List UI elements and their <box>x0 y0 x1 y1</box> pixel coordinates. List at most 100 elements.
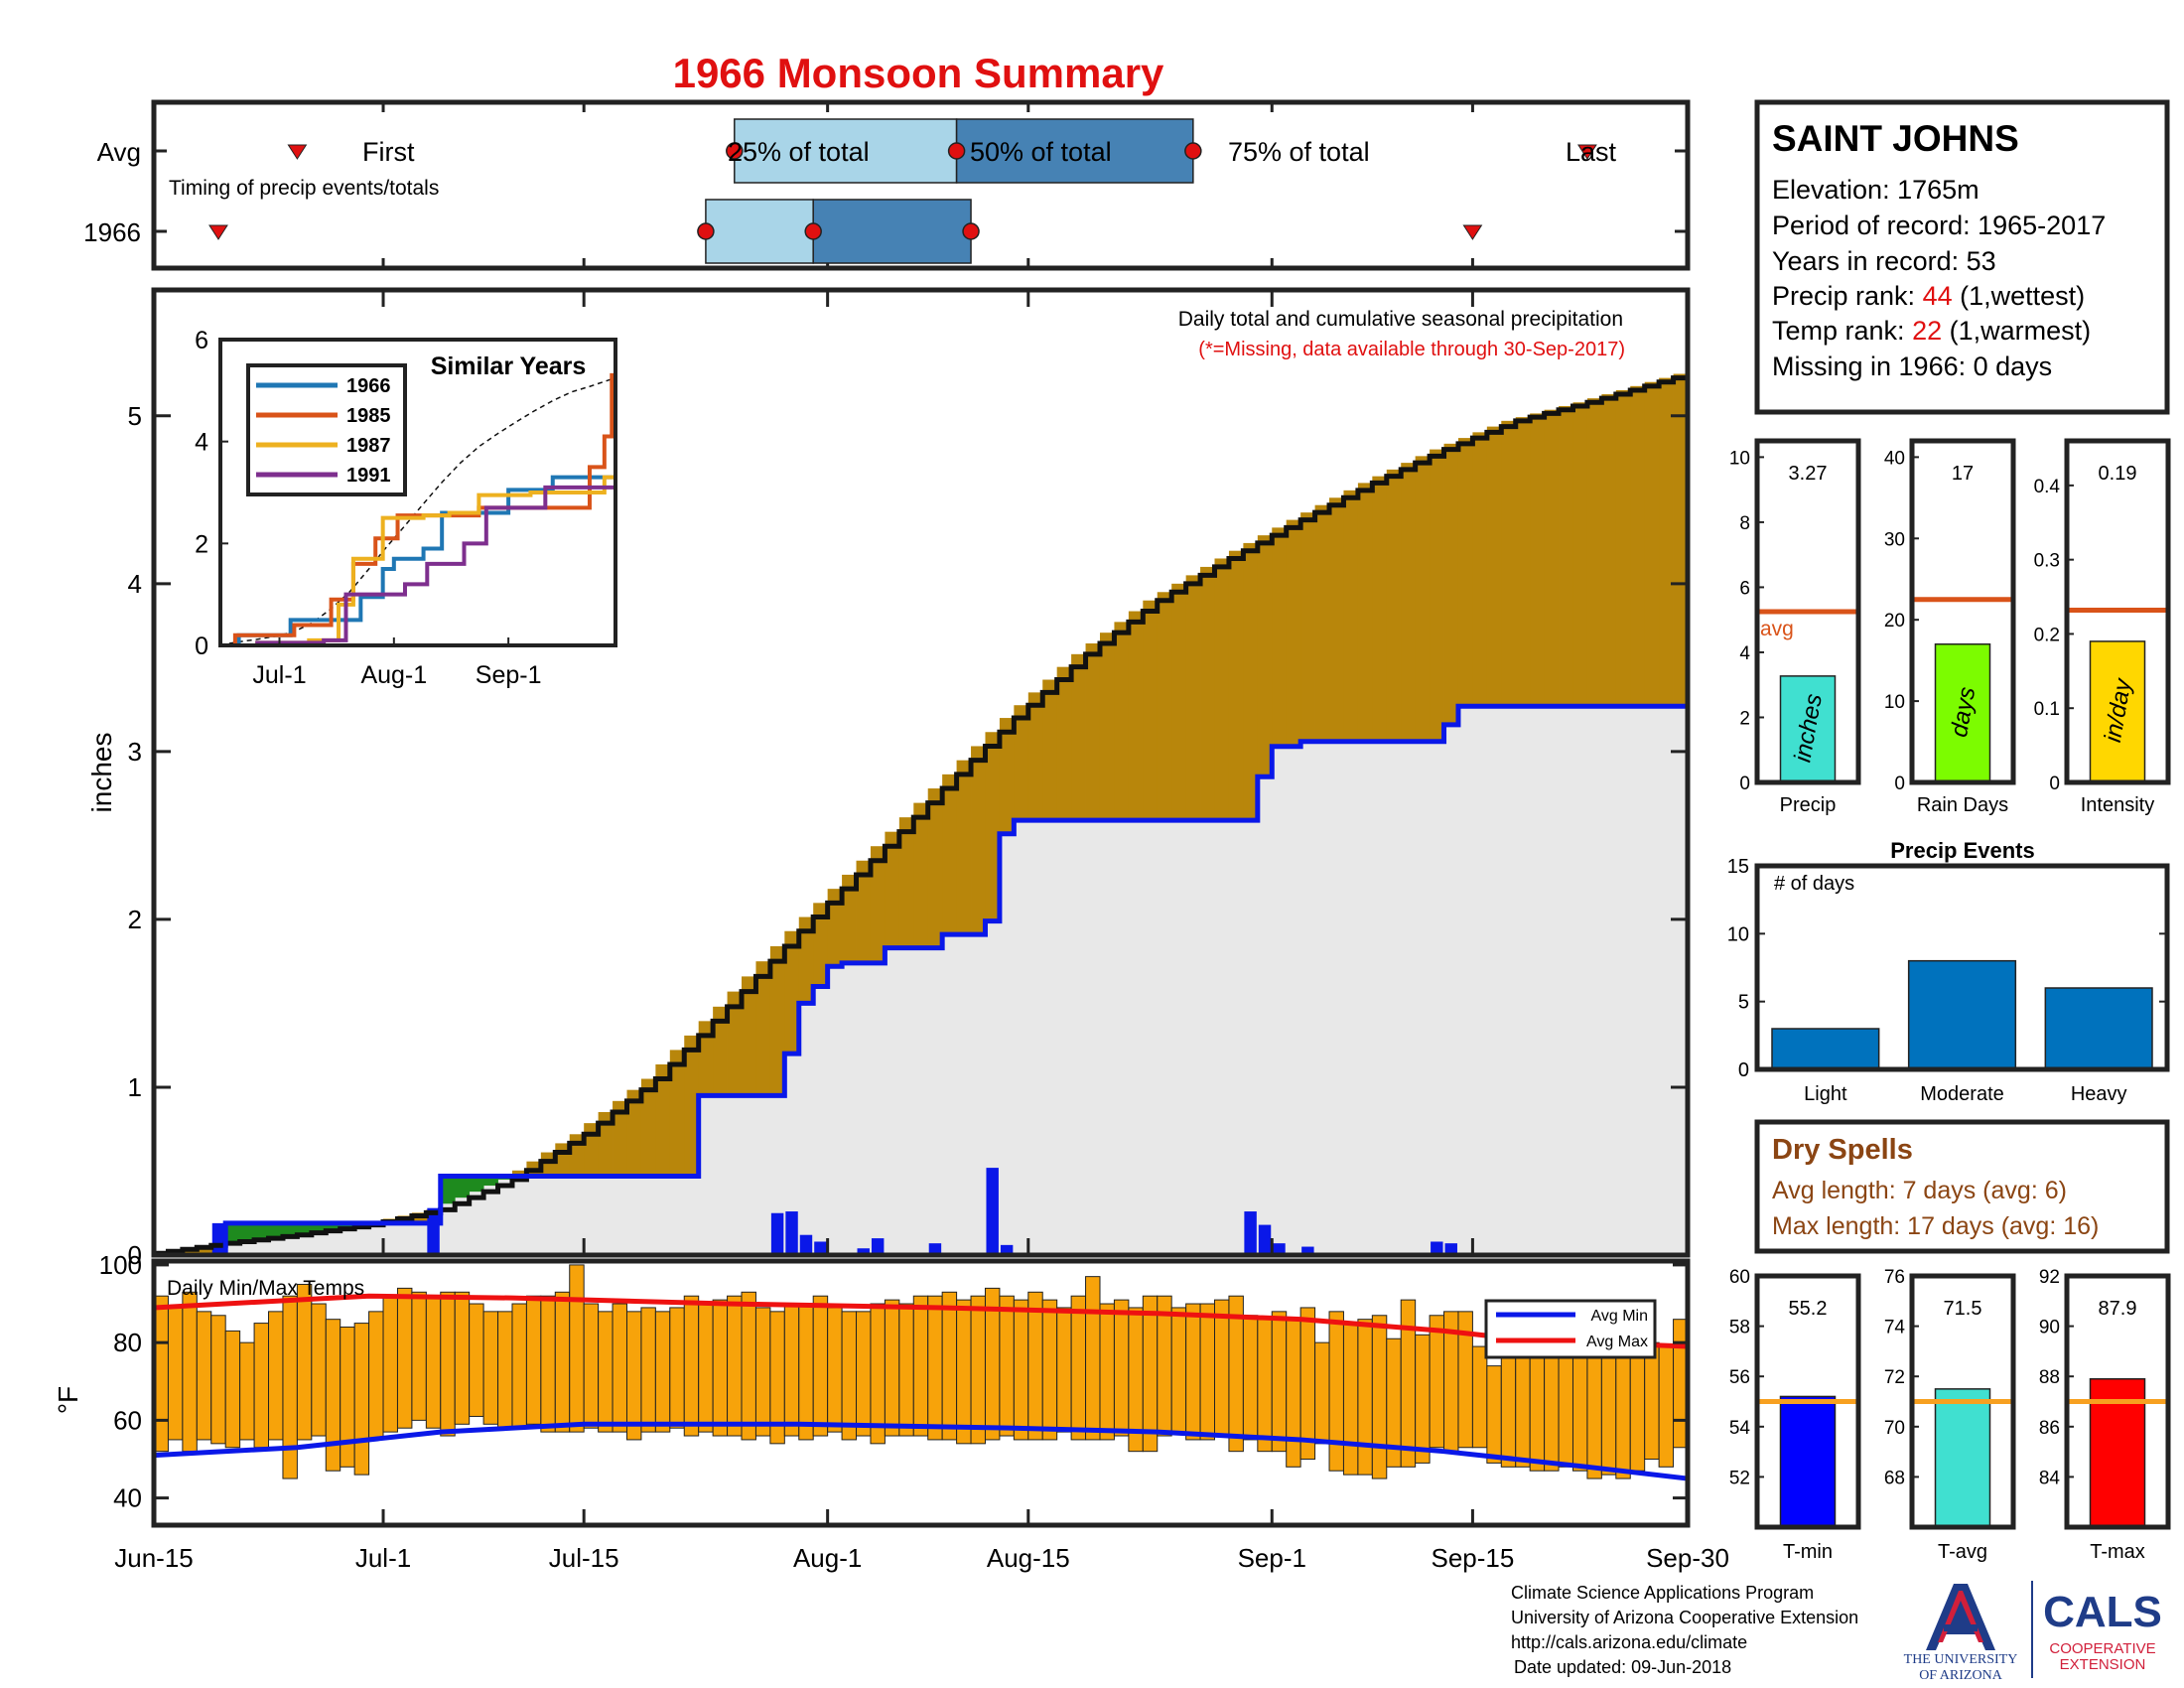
daily-temp-bar <box>1257 1319 1273 1453</box>
surplus-fill <box>268 1222 284 1237</box>
deficit-fill <box>1386 469 1402 742</box>
deficit-fill <box>1027 692 1043 821</box>
deficit-fill <box>856 860 872 963</box>
daily-temp-bar <box>1486 1365 1502 1464</box>
timing-point-avg <box>726 142 744 160</box>
daily-temp-bar <box>368 1311 384 1441</box>
temp-totals-ytick-label: 86 <box>2039 1418 2060 1439</box>
deficit-fill <box>827 889 843 967</box>
deficit-fill <box>1659 377 1674 707</box>
temp-y-axis: 40 60 80 100 <box>99 1250 1688 1513</box>
daily-temp-bar <box>411 1291 427 1421</box>
daily-temp-bar <box>1415 1334 1431 1464</box>
deficit-fill <box>942 774 957 935</box>
deficit-fill <box>769 945 785 1096</box>
temp-totals-bar-t-min <box>1779 1395 1837 1528</box>
temp-totals-category-label: T-min <box>1783 1541 1833 1563</box>
station-period: Period of record: 1965-2017 <box>1772 211 2106 240</box>
x-axis-date-label: Aug-15 <box>987 1543 1070 1573</box>
totals-avg-label: avg <box>1760 618 1794 640</box>
daily-temp-bar <box>1271 1311 1288 1453</box>
deficit-fill <box>1128 611 1144 821</box>
totals-ytick-label: 8 <box>1739 513 1750 534</box>
timing-marker-avg <box>1577 144 1597 160</box>
totals-value-label: 3.27 <box>1789 463 1828 485</box>
daily-temp-bar <box>1070 1295 1087 1441</box>
totals-ytick-label: 0 <box>1739 774 1750 794</box>
deficit-fill <box>1544 409 1560 707</box>
inset-title: Similar Years <box>431 352 587 380</box>
daily-temp-bar <box>396 1287 413 1429</box>
events-frame <box>1754 863 2170 1072</box>
temp-totals-category-label: T-max <box>2090 1541 2145 1563</box>
deficit-fill <box>870 846 886 963</box>
daily-temp-bar <box>1041 1299 1058 1441</box>
daily-temp-bar <box>1157 1295 1172 1437</box>
year-cumulative-line <box>154 703 1688 1258</box>
station-elevation: Elevation: 1765m <box>1772 175 1979 205</box>
precip-rank-label: Precip rank: <box>1772 281 1923 311</box>
daily-temp-bar <box>540 1295 556 1433</box>
deficit-fill <box>684 1035 700 1177</box>
timing-point-avg <box>1184 142 1202 160</box>
footer-line-4: Date updated: 09-Jun-2018 <box>1514 1657 1731 1677</box>
deficit-fill <box>755 961 771 1096</box>
events-title: Precip Events <box>1890 838 2035 863</box>
temp-totals-ytick-label: 84 <box>2039 1468 2061 1488</box>
events-category-label: Light <box>1804 1083 1847 1105</box>
figure-title: 1966 Monsoon Summary <box>673 50 1164 96</box>
daily-temp-bar <box>311 1303 327 1437</box>
inset-series-1991 <box>220 485 615 647</box>
deficit-fill <box>1314 504 1330 742</box>
deficit-fill <box>1415 456 1431 742</box>
deficit-fill <box>626 1089 642 1177</box>
totals-frame <box>2064 438 2171 785</box>
daily-temp-bar <box>282 1295 298 1479</box>
temp-totals-ytick-label: 68 <box>1884 1468 1905 1488</box>
daily-precip-bar <box>857 1248 870 1255</box>
totals-category-label: Precip <box>1780 794 1837 816</box>
inset-frame <box>218 338 617 647</box>
events-ytick-label: 10 <box>1727 923 1749 945</box>
x-axis-date-label: Sep-15 <box>1431 1543 1514 1573</box>
timing-annotation: Timing of precip events/totals <box>169 177 439 200</box>
deficit-fill <box>1457 438 1473 707</box>
deficit-fill <box>1615 389 1631 707</box>
temp-ylabel: °F <box>53 1386 83 1414</box>
deficit-fill <box>1486 426 1502 707</box>
daily-temp-bar <box>454 1291 471 1425</box>
totals-ytick-label: 0.1 <box>2034 699 2060 720</box>
timing-box-avg-lower <box>734 118 958 184</box>
timing-label-first: First <box>362 137 415 167</box>
daily-precip-bar <box>211 1222 225 1255</box>
surplus-fill <box>239 1222 255 1240</box>
daily-temps-chart: 40 60 80 100 Jun-15 Jul-1 Jul-15 Aug-1 Aug-15 Se… <box>53 1250 1729 1573</box>
daily-temp-bar <box>654 1311 671 1433</box>
avg-cumulative-line <box>154 373 1691 1256</box>
events-bar-moderate <box>1907 959 2017 1070</box>
inset-ytick-label: 4 <box>195 429 208 457</box>
deficit-fill <box>1228 550 1244 821</box>
daily-temp-bar <box>1214 1299 1230 1437</box>
deficit-fill <box>813 903 829 987</box>
main-plot <box>154 373 1691 1258</box>
daily-temp-bar <box>1644 1341 1660 1461</box>
deficit-fill <box>1372 476 1388 742</box>
deficit-fill <box>885 831 900 948</box>
deficit-fill <box>1501 420 1517 707</box>
inset-legend: 1966 1985 1987 1991 <box>256 375 391 487</box>
footer: Climate Science Applications Program Uni… <box>1511 1581 2162 1683</box>
footer-line-1: Climate Science Applications Program <box>1511 1583 1814 1603</box>
temp-totals-frame <box>2064 1273 2171 1530</box>
temp-totals-ytick-label: 92 <box>2039 1267 2060 1288</box>
temp-plot <box>153 1264 1689 1481</box>
daily-temp-bar <box>440 1291 456 1437</box>
daily-temp-bar <box>196 1311 212 1441</box>
events-bar-heavy <box>2044 987 2153 1070</box>
temp-totals-ytick-label: 54 <box>1729 1418 1751 1439</box>
inset-ytick-label: 0 <box>195 633 208 660</box>
totals-ytick-label: 4 <box>1739 643 1750 664</box>
temp-totals-ytick-label: 60 <box>1729 1267 1750 1288</box>
season-totals-panels: 02468103.27Precipinchesavg01020304017Rai… <box>1729 438 2171 816</box>
